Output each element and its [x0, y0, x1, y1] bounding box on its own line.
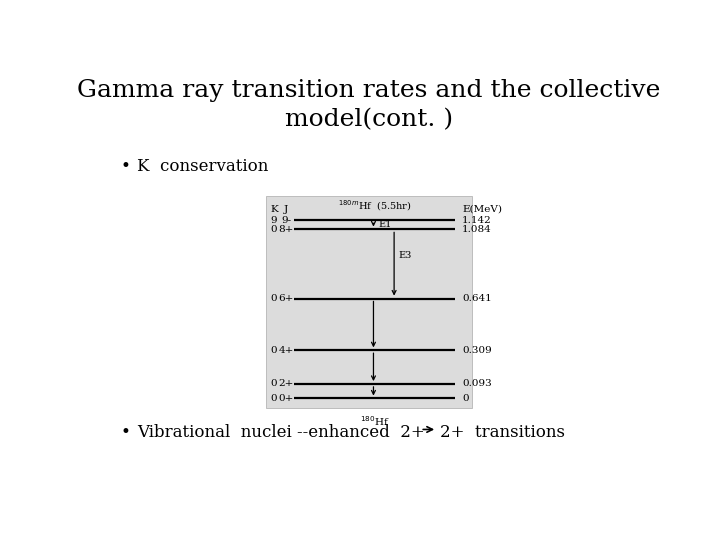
Text: 0: 0	[271, 346, 277, 355]
Text: 1.142: 1.142	[462, 216, 492, 225]
Text: $^{180}$Hf: $^{180}$Hf	[360, 414, 390, 428]
Text: model(cont. ): model(cont. )	[285, 109, 453, 131]
Text: •: •	[121, 158, 130, 176]
Text: 9: 9	[271, 216, 277, 225]
Text: 4+: 4+	[279, 346, 294, 355]
Text: E(MeV): E(MeV)	[462, 205, 502, 213]
Text: 8+: 8+	[279, 225, 294, 234]
Text: 2+  transitions: 2+ transitions	[440, 424, 565, 442]
Text: 0: 0	[271, 225, 277, 234]
Text: J: J	[284, 205, 289, 213]
Text: Vibrational  nuclei --enhanced  2+: Vibrational nuclei --enhanced 2+	[138, 424, 426, 442]
Text: 0: 0	[271, 294, 277, 303]
Text: •: •	[121, 424, 130, 442]
Text: 2+: 2+	[279, 380, 294, 388]
Text: 0: 0	[271, 380, 277, 388]
Text: Gamma ray transition rates and the collective: Gamma ray transition rates and the colle…	[77, 79, 661, 103]
Text: 1.084: 1.084	[462, 225, 492, 234]
Text: E1: E1	[378, 220, 391, 230]
Text: K: K	[270, 205, 278, 213]
Text: 0.641: 0.641	[462, 294, 492, 303]
Text: 0: 0	[271, 394, 277, 403]
Text: 0: 0	[462, 394, 469, 403]
Text: 0.309: 0.309	[462, 346, 492, 355]
Text: $^{180m}$Hf  (5.5hr): $^{180m}$Hf (5.5hr)	[338, 198, 411, 213]
Text: 6+: 6+	[279, 294, 294, 303]
Text: 0.093: 0.093	[462, 380, 492, 388]
FancyBboxPatch shape	[266, 196, 472, 408]
Text: 9-: 9-	[282, 216, 292, 225]
Text: E3: E3	[398, 251, 411, 260]
Text: K  conservation: K conservation	[138, 158, 269, 176]
Text: 0+: 0+	[279, 394, 294, 403]
